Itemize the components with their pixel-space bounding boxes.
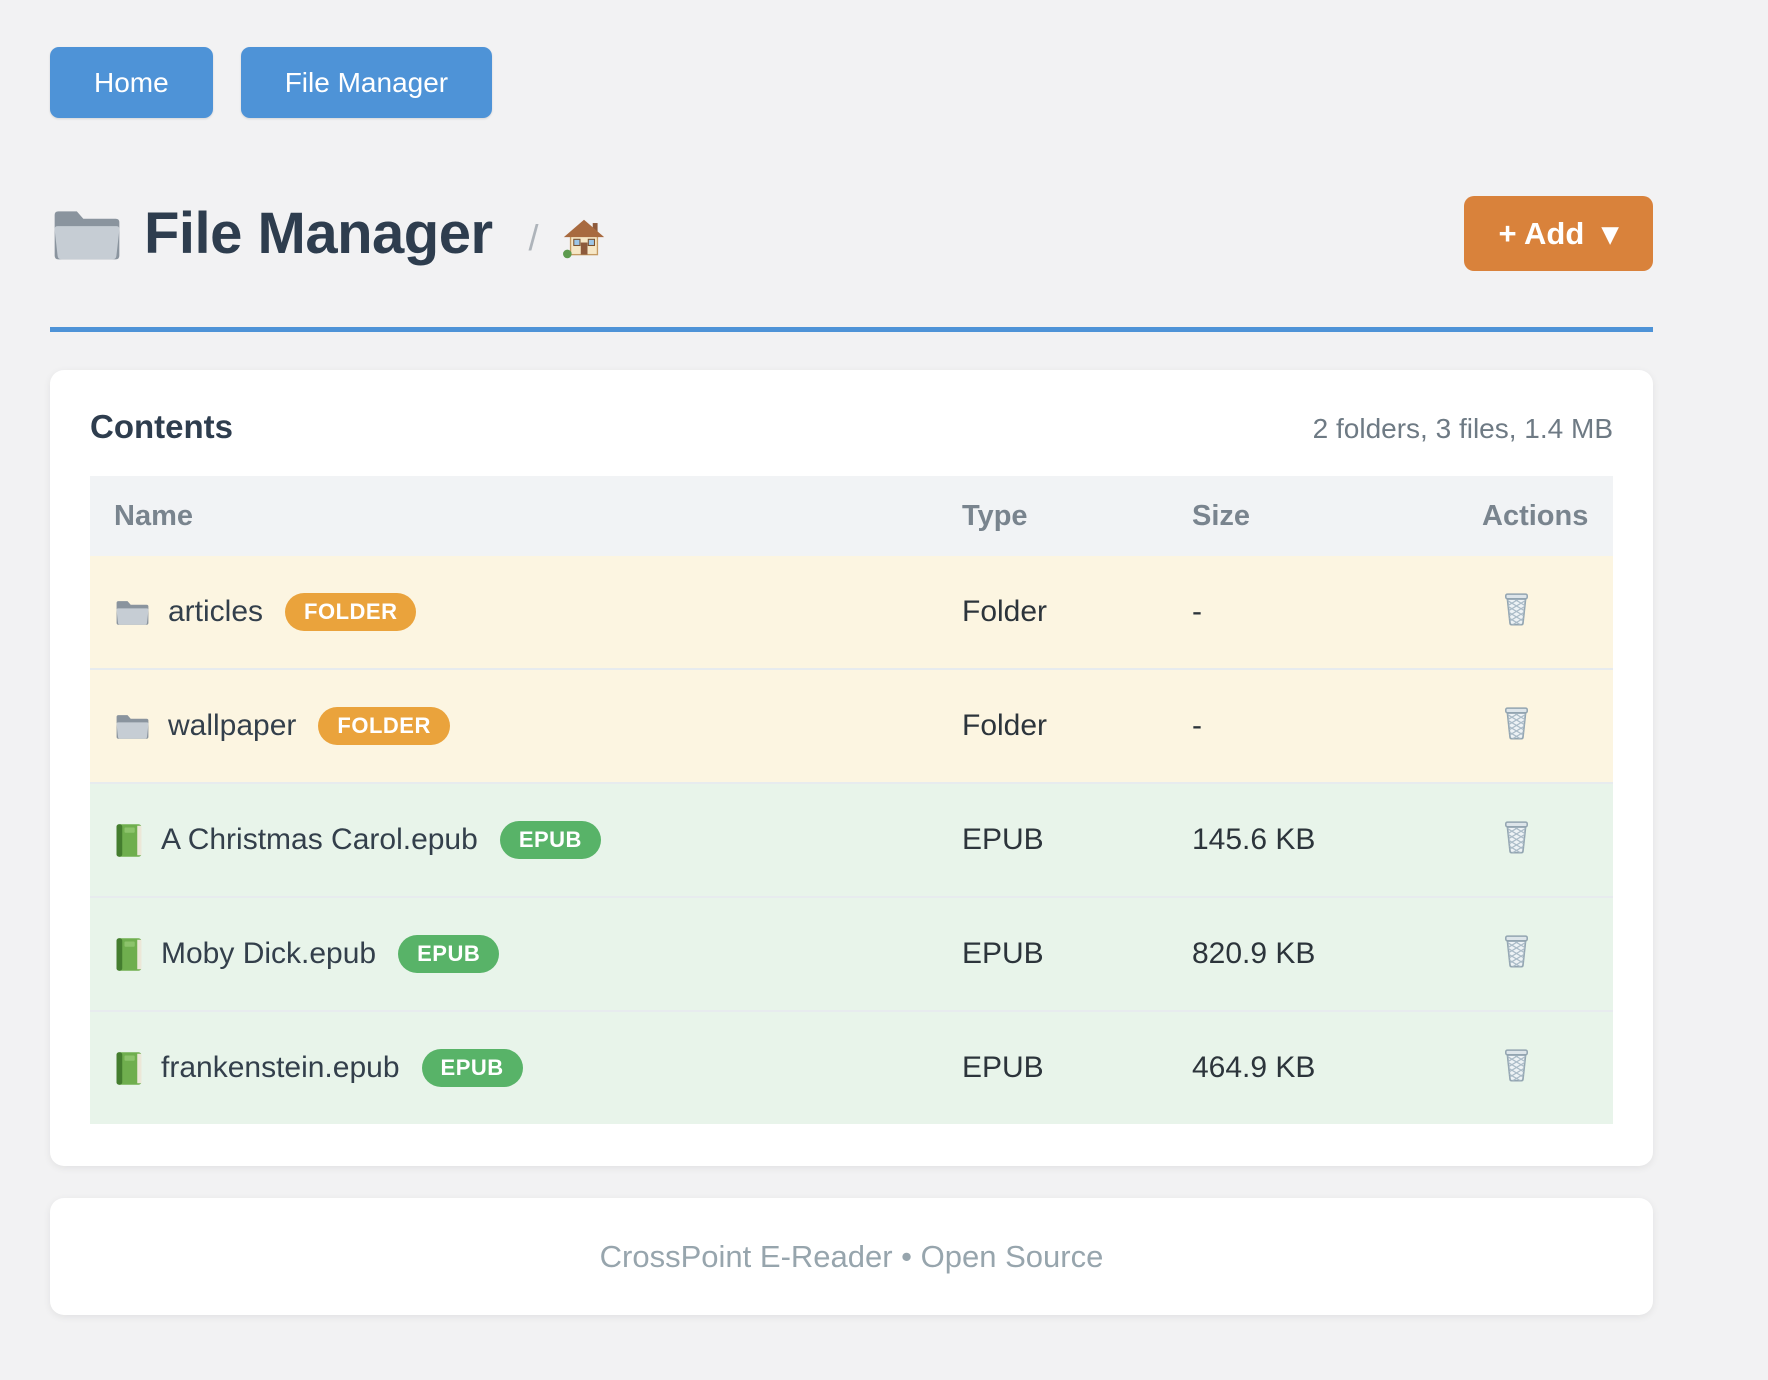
type-badge: EPUB bbox=[500, 821, 601, 859]
table-row[interactable]: A Christmas Carol.epub EPUB EPUB 145.6 K… bbox=[90, 783, 1613, 897]
file-name[interactable]: wallpaper bbox=[168, 709, 296, 743]
delete-button[interactable] bbox=[1500, 931, 1533, 969]
book-icon bbox=[114, 823, 144, 858]
type-badge: FOLDER bbox=[285, 593, 416, 631]
table-row[interactable]: Moby Dick.epub EPUB EPUB 820.9 KB bbox=[90, 897, 1613, 1011]
file-table: Name Type Size Actions bbox=[90, 476, 1613, 1124]
column-header-size: Size bbox=[1168, 476, 1458, 556]
file-type: EPUB bbox=[938, 783, 1168, 897]
book-icon bbox=[114, 1051, 144, 1086]
accent-divider bbox=[50, 327, 1653, 332]
footer-text: CrossPoint E-Reader • Open Source bbox=[600, 1239, 1104, 1275]
trash-icon bbox=[1500, 703, 1533, 741]
type-badge: EPUB bbox=[422, 1049, 523, 1087]
column-header-name: Name bbox=[90, 476, 938, 556]
nav-home-button[interactable]: Home bbox=[50, 47, 213, 118]
book-icon bbox=[114, 937, 144, 972]
breadcrumb-separator: / bbox=[529, 217, 539, 259]
nav-file-manager-button[interactable]: File Manager bbox=[241, 47, 492, 118]
table-row[interactable]: wallpaper FOLDER Folder - bbox=[90, 669, 1613, 783]
title-group: File Manager / bbox=[50, 200, 1464, 267]
folder-icon bbox=[50, 203, 124, 264]
file-size: 820.9 KB bbox=[1168, 897, 1458, 1011]
trash-icon bbox=[1500, 817, 1533, 855]
file-size: 464.9 KB bbox=[1168, 1011, 1458, 1124]
type-badge: EPUB bbox=[398, 935, 499, 973]
file-table-body: articles FOLDER Folder - bbox=[90, 556, 1613, 1124]
contents-summary: 2 folders, 3 files, 1.4 MB bbox=[1313, 413, 1613, 445]
file-size: - bbox=[1168, 556, 1458, 669]
delete-button[interactable] bbox=[1500, 589, 1533, 627]
page-header: File Manager / + Add ▼ bbox=[50, 196, 1653, 271]
trash-icon bbox=[1500, 931, 1533, 969]
card-title: Contents bbox=[90, 408, 233, 446]
column-header-type: Type bbox=[938, 476, 1168, 556]
file-type: Folder bbox=[938, 669, 1168, 783]
page: Home File Manager File Manager / bbox=[0, 0, 1768, 1380]
trash-icon bbox=[1500, 1045, 1533, 1083]
table-row[interactable]: articles FOLDER Folder - bbox=[90, 556, 1613, 669]
file-size: 145.6 KB bbox=[1168, 783, 1458, 897]
file-type: Folder bbox=[938, 556, 1168, 669]
contents-card: Contents 2 folders, 3 files, 1.4 MB Name… bbox=[50, 370, 1653, 1166]
table-row[interactable]: frankenstein.epub EPUB EPUB 464.9 KB bbox=[90, 1011, 1613, 1124]
delete-button[interactable] bbox=[1500, 703, 1533, 741]
folder-icon bbox=[114, 597, 151, 627]
top-navigation: Home File Manager bbox=[50, 0, 1768, 118]
card-header: Contents 2 folders, 3 files, 1.4 MB bbox=[90, 408, 1613, 446]
file-type: EPUB bbox=[938, 1011, 1168, 1124]
delete-button[interactable] bbox=[1500, 1045, 1533, 1083]
add-button[interactable]: + Add ▼ bbox=[1464, 196, 1653, 271]
file-name[interactable]: articles bbox=[168, 595, 263, 629]
file-type: EPUB bbox=[938, 897, 1168, 1011]
file-name[interactable]: frankenstein.epub bbox=[161, 1051, 400, 1085]
table-header-row: Name Type Size Actions bbox=[90, 476, 1613, 556]
trash-icon bbox=[1500, 589, 1533, 627]
delete-button[interactable] bbox=[1500, 817, 1533, 855]
footer: CrossPoint E-Reader • Open Source bbox=[50, 1198, 1653, 1315]
column-header-actions: Actions bbox=[1458, 476, 1613, 556]
folder-icon bbox=[114, 711, 151, 741]
caret-down-icon: ▼ bbox=[1601, 222, 1619, 248]
add-button-label: + Add bbox=[1498, 216, 1584, 252]
house-icon[interactable] bbox=[561, 217, 607, 260]
type-badge: FOLDER bbox=[318, 707, 449, 745]
file-size: - bbox=[1168, 669, 1458, 783]
file-name[interactable]: Moby Dick.epub bbox=[161, 937, 376, 971]
page-title: File Manager bbox=[144, 200, 493, 267]
file-name[interactable]: A Christmas Carol.epub bbox=[161, 823, 478, 857]
